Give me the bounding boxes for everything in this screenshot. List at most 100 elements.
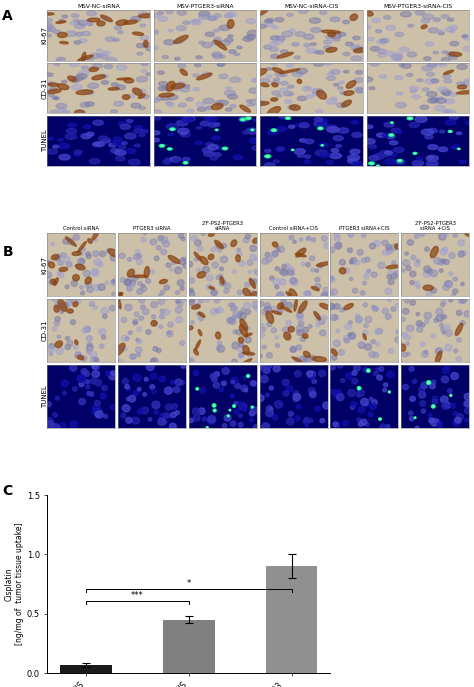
Ellipse shape (133, 275, 147, 278)
Circle shape (265, 393, 269, 397)
Circle shape (464, 394, 471, 400)
Circle shape (74, 153, 81, 156)
Circle shape (222, 147, 228, 150)
Circle shape (229, 409, 230, 410)
Circle shape (402, 308, 409, 314)
Ellipse shape (249, 278, 255, 289)
Circle shape (233, 405, 236, 407)
Circle shape (250, 381, 256, 386)
Circle shape (46, 402, 51, 407)
Circle shape (333, 422, 338, 427)
Circle shape (127, 120, 133, 123)
Circle shape (360, 419, 367, 425)
Circle shape (442, 247, 448, 253)
Ellipse shape (290, 105, 300, 111)
Circle shape (159, 82, 167, 86)
Ellipse shape (296, 248, 306, 257)
Circle shape (351, 45, 360, 49)
Circle shape (279, 310, 283, 313)
Circle shape (137, 339, 142, 344)
Circle shape (337, 394, 344, 401)
Circle shape (363, 368, 368, 372)
Circle shape (95, 411, 103, 418)
Circle shape (238, 354, 243, 359)
Circle shape (436, 315, 443, 322)
Ellipse shape (55, 341, 63, 348)
Circle shape (405, 299, 409, 303)
Circle shape (218, 249, 221, 252)
Circle shape (266, 19, 274, 22)
Ellipse shape (273, 68, 283, 73)
Circle shape (86, 132, 94, 136)
Circle shape (130, 280, 136, 285)
Circle shape (456, 338, 461, 342)
Circle shape (79, 398, 85, 405)
Circle shape (144, 378, 148, 381)
Circle shape (300, 337, 305, 341)
Circle shape (153, 32, 158, 34)
Circle shape (270, 47, 278, 52)
Circle shape (183, 161, 188, 164)
Y-axis label: TUNEL: TUNEL (42, 385, 47, 408)
Circle shape (366, 270, 370, 274)
Circle shape (190, 289, 193, 292)
Circle shape (365, 344, 372, 350)
Ellipse shape (144, 41, 148, 47)
Circle shape (173, 158, 180, 162)
Circle shape (250, 291, 255, 295)
Circle shape (175, 317, 182, 323)
Circle shape (202, 267, 210, 273)
Circle shape (98, 284, 105, 291)
Circle shape (393, 147, 404, 153)
Circle shape (461, 84, 467, 87)
Ellipse shape (209, 232, 214, 236)
Ellipse shape (215, 240, 223, 249)
Circle shape (279, 279, 286, 285)
Circle shape (407, 325, 414, 332)
Circle shape (281, 81, 288, 85)
Circle shape (296, 345, 301, 350)
Circle shape (82, 247, 85, 251)
Circle shape (219, 267, 224, 271)
Circle shape (434, 258, 441, 264)
Circle shape (183, 262, 189, 269)
Circle shape (382, 250, 388, 256)
Circle shape (196, 387, 199, 390)
Ellipse shape (68, 76, 76, 81)
Circle shape (291, 346, 297, 352)
Ellipse shape (151, 320, 157, 326)
Title: PTGER3 siRNA: PTGER3 siRNA (134, 227, 171, 232)
Circle shape (419, 392, 426, 398)
Circle shape (428, 156, 433, 159)
Circle shape (273, 38, 284, 43)
Circle shape (106, 371, 111, 376)
Circle shape (358, 422, 363, 426)
Circle shape (428, 28, 438, 33)
Circle shape (279, 115, 286, 119)
Circle shape (237, 248, 240, 251)
Circle shape (321, 145, 323, 146)
Circle shape (141, 69, 147, 73)
Circle shape (438, 87, 448, 92)
Circle shape (207, 427, 208, 428)
Circle shape (151, 46, 158, 49)
Circle shape (186, 289, 192, 294)
Circle shape (426, 63, 437, 69)
Circle shape (135, 89, 146, 95)
Circle shape (237, 401, 241, 405)
Circle shape (106, 249, 110, 253)
Circle shape (118, 346, 122, 350)
Circle shape (78, 258, 85, 264)
Circle shape (266, 406, 273, 412)
Circle shape (282, 32, 293, 37)
Circle shape (165, 404, 172, 410)
Circle shape (309, 325, 312, 328)
Circle shape (326, 161, 334, 164)
Circle shape (246, 234, 250, 238)
Circle shape (65, 285, 69, 289)
Circle shape (128, 159, 140, 165)
Circle shape (310, 356, 316, 361)
Circle shape (139, 133, 145, 137)
Circle shape (125, 304, 132, 311)
Circle shape (293, 394, 301, 401)
